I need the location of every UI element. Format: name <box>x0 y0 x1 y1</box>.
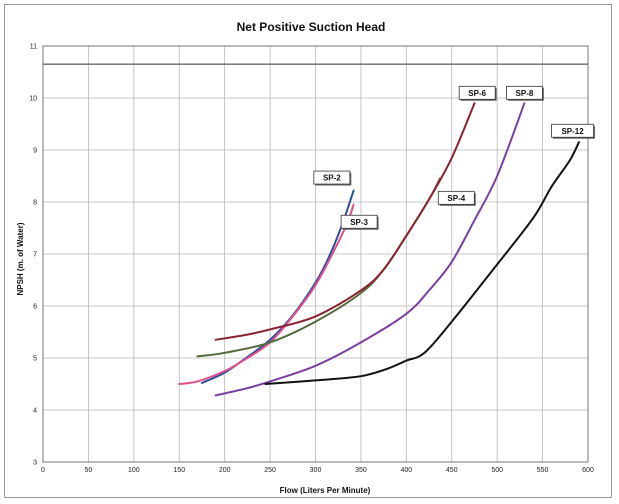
y-tick-label: 4 <box>33 408 37 415</box>
chart-title: Net Positive Suction Head <box>237 20 386 34</box>
x-tick-label: 50 <box>85 467 93 474</box>
y-tick-label: 6 <box>33 304 37 311</box>
label-box <box>437 190 475 205</box>
grid <box>42 45 589 463</box>
y-tick-label: 5 <box>33 356 37 363</box>
x-tick-label: 250 <box>264 467 276 474</box>
x-tick-label: 0 <box>41 467 45 474</box>
y-tick-label: 3 <box>33 460 37 467</box>
x-tick-label: 500 <box>491 467 503 474</box>
x-tick-label: 600 <box>582 467 594 474</box>
y-tick-label: 10 <box>29 96 37 103</box>
label-text: SP-6 <box>468 89 486 98</box>
x-tick-label: 350 <box>355 467 367 474</box>
label-text: SP-4 <box>447 194 465 203</box>
npsh-chart: Net Positive Suction Head 0 50 100 150 200 25… <box>16 20 596 495</box>
x-tick-label: 150 <box>173 467 185 474</box>
y-tick-label: 9 <box>33 148 37 155</box>
label-text: SP-3 <box>350 218 368 227</box>
series-line-sp-6 <box>214 102 476 341</box>
series-line-sp-8 <box>214 102 526 397</box>
series-label-sp-12: SP-12 <box>551 123 596 139</box>
label-box <box>313 170 351 185</box>
plot-area-border <box>42 45 589 463</box>
label-box <box>506 85 543 100</box>
series-label-sp-3: SP-3 <box>340 214 379 230</box>
chart-frame: Net Positive Suction Head 0 50 100 150 200 25… <box>4 4 612 498</box>
y-tick-label: 8 <box>33 200 37 207</box>
y-tick-label: 7 <box>33 252 37 259</box>
label-text: SP-12 <box>561 127 584 136</box>
series-label-sp-4: SP-4 <box>437 190 476 206</box>
label-text: SP-2 <box>323 174 341 183</box>
x-axis-label: Flow (Liters Per Minute) <box>280 486 371 495</box>
x-tick-label: 300 <box>310 467 322 474</box>
x-tick-label: 200 <box>219 467 231 474</box>
x-tick-label: 100 <box>128 467 140 474</box>
series-label-sp-6: SP-6 <box>458 85 497 101</box>
x-tick-label: 550 <box>537 467 549 474</box>
x-tick-label: 450 <box>446 467 458 474</box>
label-box <box>340 214 378 229</box>
label-text: SP-8 <box>516 89 534 98</box>
series-line-sp-4 <box>196 177 441 358</box>
tick-labels: 0 50 100 150 200 250 300 350 400 450 500 550 600 3 4 5 6… <box>29 44 594 475</box>
x-tick-label: 400 <box>400 467 412 474</box>
label-box <box>551 123 594 138</box>
y-axis-label: NPSH (m. of Water) <box>16 222 25 295</box>
label-box <box>458 85 496 100</box>
series-line-sp-12 <box>264 141 580 385</box>
series-group <box>178 102 580 397</box>
series-line-sp-3 <box>178 203 355 385</box>
series-label-sp-8: SP-8 <box>506 85 544 101</box>
series-labels: SP-2 SP-3 SP-4 SP-6 SP-8 SP-12 <box>313 85 596 230</box>
y-tick-label: 11 <box>30 44 37 51</box>
series-label-sp-2: SP-2 <box>313 170 352 186</box>
